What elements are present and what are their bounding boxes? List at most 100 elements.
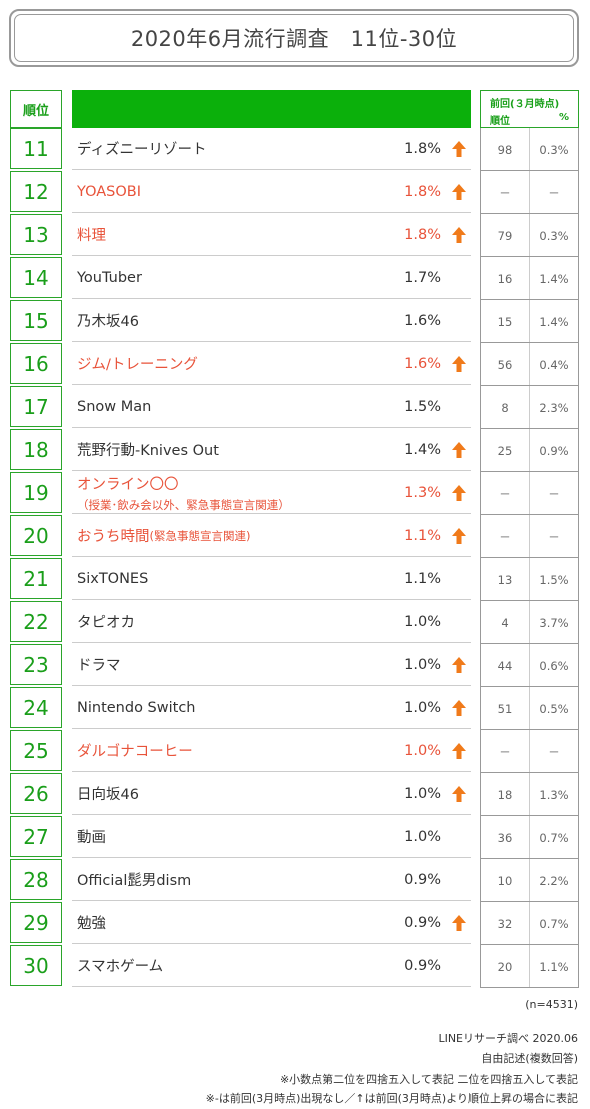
previous-row-divider — [480, 901, 579, 902]
previous-rank: 13 — [480, 558, 530, 601]
previous-row-divider — [480, 342, 579, 343]
item-name: ドラマ — [77, 658, 121, 674]
item-percent: 1.0% — [404, 785, 441, 802]
previous-rank: 79 — [480, 214, 530, 257]
table-row: 14 YouTuber 1.7% 16 1.4% — [0, 257, 590, 300]
table-row: 21 SixTONES 1.1% 13 1.5% — [0, 558, 590, 601]
item-name: 日向坂46 — [77, 787, 139, 803]
item-percent: 1.0% — [404, 656, 441, 673]
item-percent: 1.4% — [404, 441, 441, 458]
item-name: Nintendo Switch — [77, 699, 196, 716]
previous-rank: 44 — [480, 644, 530, 687]
rank-column-header: 順位 — [10, 90, 62, 128]
previous-percent: 0.7% — [530, 816, 579, 859]
table-row: 30 スマホゲーム 0.9% 20 1.1% — [0, 945, 590, 988]
previous-rank: 36 — [480, 816, 530, 859]
rank-number: 23 — [10, 644, 62, 685]
up-arrow-icon — [452, 442, 466, 458]
title-box: 2020年6月流行調査 11位-30位 — [9, 9, 579, 67]
previous-row-divider — [480, 299, 579, 300]
item-percent: 1.3% — [404, 484, 441, 501]
item-percent: 1.0% — [404, 742, 441, 759]
method-note: 自由記述(複数回答) — [481, 1052, 578, 1065]
table-row: 12 YOASOBI 1.8% －－ — [0, 171, 590, 214]
row-divider — [72, 771, 471, 772]
up-arrow-icon — [452, 700, 466, 716]
previous-percent: 0.3% — [530, 128, 579, 171]
row-divider — [72, 900, 471, 901]
table-row: 20 おうち時間 (緊急事態宣言関連) 1.1% －－ — [0, 515, 590, 558]
row-divider — [72, 169, 471, 170]
table-row: 22 タピオカ 1.0% 4 3.7% — [0, 601, 590, 644]
legend-note: ※-は前回(3月時点)出現なし／↑は前回(3月時点)より順位上昇の場合に表記 — [205, 1092, 578, 1105]
item-name: 料理 — [77, 228, 106, 244]
item-name: スマホゲーム — [77, 959, 164, 975]
previous-rank: 15 — [480, 300, 530, 343]
previous-row-divider — [480, 987, 579, 988]
previous-rank: 98 — [480, 128, 530, 171]
item-name: Official髭男dism — [77, 873, 192, 889]
previous-rank: － — [480, 515, 530, 558]
previous-rank: 20 — [480, 945, 530, 988]
item-name: SixTONES — [77, 570, 149, 587]
source-note: LINEリサーチ調べ 2020.06 — [438, 1032, 578, 1045]
up-arrow-icon — [452, 786, 466, 802]
table-row: 19 オンライン〇〇 （授業･飲み会以外、緊急事態宣言関連） 1.3% －－ — [0, 472, 590, 515]
table-row: 23 ドラマ 1.0% 44 0.6% — [0, 644, 590, 687]
item-percent: 1.5% — [404, 398, 441, 415]
previous-percent: 0.5% — [530, 687, 579, 730]
item-percent: 1.0% — [404, 828, 441, 845]
previous-column-header: 前回(３月時点) 順位 % — [480, 90, 579, 128]
item-percent: 1.8% — [404, 140, 441, 157]
table-row: 15 乃木坂46 1.6% 15 1.4% — [0, 300, 590, 343]
previous-rank-header: 順位 — [490, 116, 510, 127]
previous-percent: 0.6% — [530, 644, 579, 687]
rank-number: 27 — [10, 816, 62, 857]
item-name: Snow Man — [77, 398, 152, 415]
page-title: 2020年6月流行調査 11位-30位 — [14, 14, 574, 62]
previous-rank: 51 — [480, 687, 530, 730]
item-percent: 0.9% — [404, 914, 441, 931]
previous-percent: － — [530, 171, 579, 214]
previous-row-divider — [480, 600, 579, 601]
previous-rank: 8 — [480, 386, 530, 429]
row-divider — [72, 384, 471, 385]
row-divider — [72, 298, 471, 299]
item-percent: 1.6% — [404, 312, 441, 329]
previous-rank: － — [480, 171, 530, 214]
previous-percent: 0.4% — [530, 343, 579, 386]
item-percent: 1.6% — [404, 355, 441, 372]
rank-number: 22 — [10, 601, 62, 642]
previous-percent: 2.2% — [530, 859, 579, 902]
row-divider — [72, 599, 471, 600]
previous-percent: － — [530, 515, 579, 558]
item-name: オンライン〇〇 — [77, 476, 179, 493]
row-divider — [72, 427, 471, 428]
previous-percent: 3.7% — [530, 601, 579, 644]
rank-number: 14 — [10, 257, 62, 298]
table-row: 24 Nintendo Switch 1.0% 51 0.5% — [0, 687, 590, 730]
up-arrow-icon — [452, 356, 466, 372]
item-name: ダルゴナコーヒー — [77, 744, 193, 760]
previous-percent: 1.4% — [530, 300, 579, 343]
previous-rank: － — [480, 472, 530, 515]
item-percent: 0.9% — [404, 957, 441, 974]
table-row: 29 勉強 0.9% 32 0.7% — [0, 902, 590, 945]
previous-row-divider — [480, 557, 579, 558]
previous-row-divider — [480, 514, 579, 515]
previous-row-divider — [480, 213, 579, 214]
previous-rank: 16 — [480, 257, 530, 300]
rounding-note: ※小数点第二位を四捨五入して表記 二位を四捨五入して表記 — [279, 1073, 578, 1086]
row-divider — [72, 814, 471, 815]
item-percent: 0.9% — [404, 871, 441, 888]
previous-row-divider — [480, 858, 579, 859]
previous-percent: 1.5% — [530, 558, 579, 601]
previous-rank: 18 — [480, 773, 530, 816]
up-arrow-icon — [452, 184, 466, 200]
rank-number: 24 — [10, 687, 62, 728]
rank-number: 21 — [10, 558, 62, 599]
previous-percent: 0.7% — [530, 902, 579, 945]
item-name-block: おうち時間 (緊急事態宣言関連) — [77, 515, 250, 556]
table-row: 11 ディズニーリゾート 1.8% 98 0.3% — [0, 128, 590, 171]
rank-number: 25 — [10, 730, 62, 771]
